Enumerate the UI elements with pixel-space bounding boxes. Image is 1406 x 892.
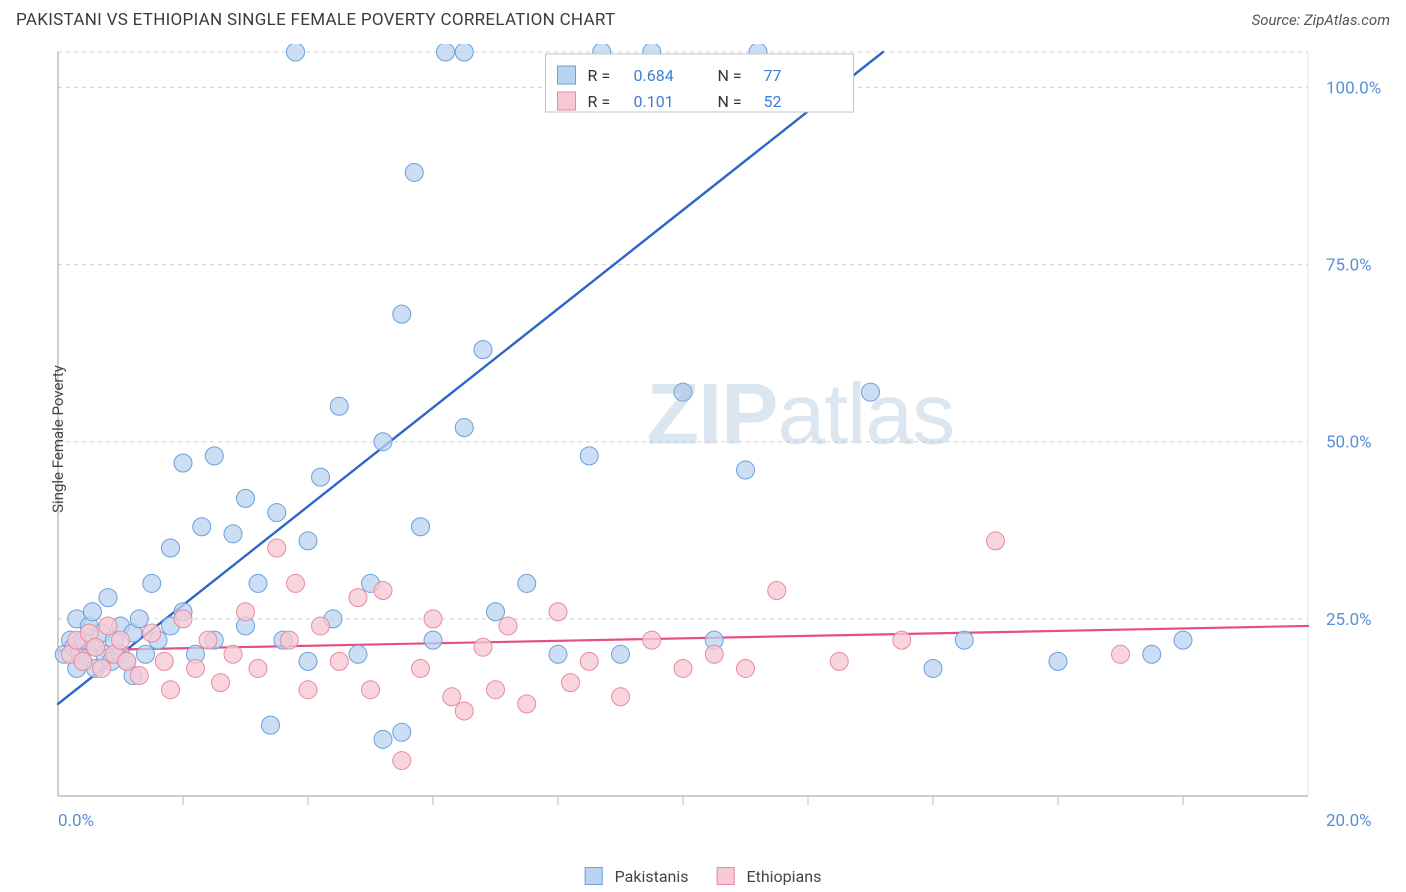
source-label: Source: ZipAtlas.com	[1252, 11, 1390, 29]
bottom-legend: Pakistanis Ethiopians	[585, 867, 822, 886]
legend-item-ethiopians: Ethiopians	[717, 867, 822, 886]
legend-swatch-pakistanis	[585, 867, 603, 885]
legend-swatch-ethiopians	[717, 867, 735, 885]
legend-label-ethiopians: Ethiopians	[747, 867, 822, 886]
svg-text:52: 52	[764, 92, 782, 111]
chart-title: PAKISTANI VS ETHIOPIAN SINGLE FEMALE POV…	[16, 10, 615, 30]
svg-text:50.0%: 50.0%	[1326, 433, 1372, 453]
svg-text:N =: N =	[718, 66, 742, 85]
legend-item-pakistanis: Pakistanis	[585, 867, 689, 886]
plot-area: Single Female Poverty 25.0% 50.0% 75.0% 100…	[50, 44, 1390, 834]
svg-text:R =: R =	[588, 66, 611, 85]
y-axis-label: Single Female Poverty	[49, 365, 67, 513]
svg-text:R =: R =	[588, 92, 611, 111]
svg-text:N =: N =	[718, 92, 742, 111]
svg-text:20.0%: 20.0%	[1326, 811, 1372, 831]
svg-text:77: 77	[764, 66, 782, 85]
svg-text:75.0%: 75.0%	[1326, 256, 1372, 276]
svg-text:0.101: 0.101	[634, 92, 674, 111]
chart-header: PAKISTANI VS ETHIOPIAN SINGLE FEMALE POV…	[0, 0, 1406, 36]
scatter-svg: 25.0% 50.0% 75.0% 100.0% 0.0% 20.0% R = 0.684 N …	[50, 44, 1390, 834]
svg-text:100.0%: 100.0%	[1326, 78, 1381, 98]
svg-text:0.684: 0.684	[634, 66, 674, 85]
legend-label-pakistanis: Pakistanis	[615, 867, 689, 886]
svg-text:25.0%: 25.0%	[1326, 610, 1372, 630]
svg-text:0.0%: 0.0%	[58, 811, 94, 831]
